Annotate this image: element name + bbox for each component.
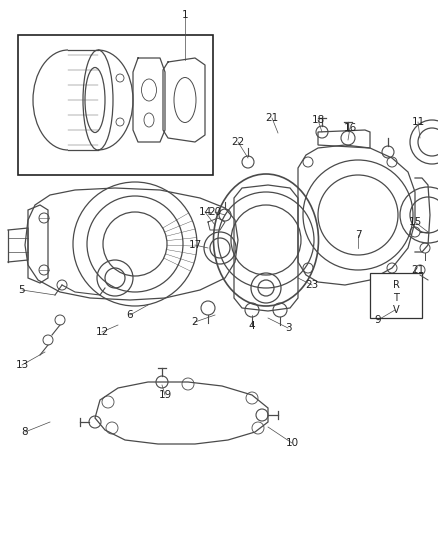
- Text: 15: 15: [407, 217, 420, 227]
- Text: 3: 3: [284, 323, 291, 333]
- FancyBboxPatch shape: [369, 273, 421, 318]
- Text: R: R: [392, 280, 399, 290]
- Text: 12: 12: [95, 327, 108, 337]
- Text: 11: 11: [410, 117, 424, 127]
- Text: 8: 8: [21, 427, 28, 437]
- Text: 16: 16: [343, 123, 356, 133]
- Text: 22: 22: [231, 137, 244, 147]
- Text: 5: 5: [19, 285, 25, 295]
- Text: 2: 2: [191, 317, 198, 327]
- Text: 9: 9: [374, 315, 381, 325]
- Text: 6: 6: [127, 310, 133, 320]
- Text: 17: 17: [188, 240, 201, 250]
- Text: 7: 7: [354, 230, 360, 240]
- FancyBboxPatch shape: [18, 35, 212, 175]
- Text: 1: 1: [181, 10, 188, 20]
- Text: 23: 23: [305, 280, 318, 290]
- Text: 21: 21: [410, 265, 424, 275]
- Text: 20: 20: [208, 207, 221, 217]
- Text: 21: 21: [265, 113, 278, 123]
- Text: V: V: [392, 305, 399, 315]
- Text: 19: 19: [158, 390, 171, 400]
- Text: 13: 13: [15, 360, 28, 370]
- Text: 18: 18: [311, 115, 324, 125]
- Text: T: T: [392, 293, 398, 303]
- Text: 4: 4: [248, 321, 255, 331]
- Text: 10: 10: [285, 438, 298, 448]
- Text: 14: 14: [198, 207, 211, 217]
